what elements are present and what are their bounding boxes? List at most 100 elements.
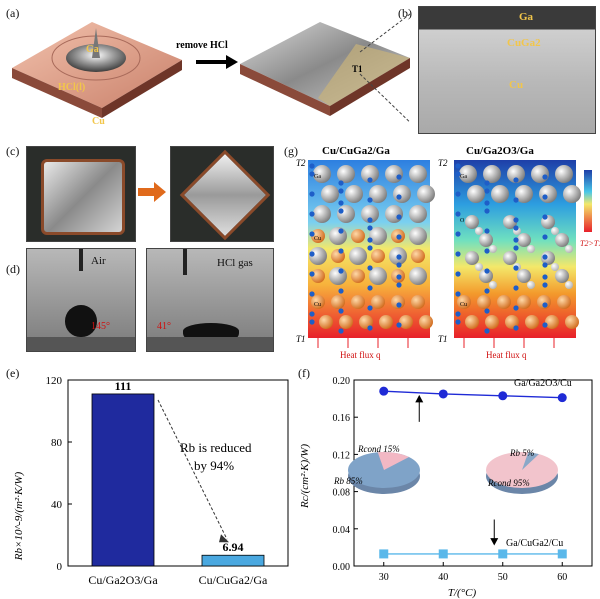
pie-right-rcond: Rcond 95%	[487, 478, 530, 488]
ga-atom	[555, 269, 569, 283]
o-atom	[565, 245, 573, 253]
o-atom	[565, 281, 573, 289]
o-atom	[475, 227, 483, 235]
g-temperature-legend	[584, 170, 592, 232]
label-t1: T1	[352, 64, 363, 74]
ga-atom	[361, 165, 379, 183]
g-left-ga-tag: Ga	[314, 174, 321, 180]
electron-dot	[542, 262, 548, 268]
f-point	[498, 391, 508, 401]
e-ytick-label: 80	[51, 437, 63, 449]
f-ylabel: Rc/(cm²·K)/W)	[299, 444, 311, 509]
f-xtick-label: 60	[557, 572, 567, 583]
cu-atom	[311, 295, 325, 309]
ga-atom	[345, 185, 363, 203]
cu-atom	[351, 229, 365, 243]
electron-dot	[396, 174, 402, 180]
electron-dot	[455, 231, 461, 237]
cu-slab-side-right	[102, 60, 182, 118]
electron-dot	[513, 325, 519, 331]
ga-atom	[479, 269, 493, 283]
cu-atom	[399, 315, 413, 329]
electron-dot	[309, 271, 315, 277]
g-heat-flux-left: Heat flux q	[340, 350, 381, 360]
cu-atom	[477, 295, 491, 309]
electron-dot	[338, 268, 344, 274]
electron-dot	[513, 305, 519, 311]
label-hcl-gas: HCl gas	[217, 257, 253, 269]
electron-dot	[396, 282, 402, 288]
ga-atom	[369, 227, 387, 245]
ga-atom	[409, 165, 427, 183]
cu-atom	[351, 269, 365, 283]
angle-air: 145°	[91, 321, 110, 332]
e-reduction-arrow	[157, 399, 228, 540]
e-ytick-label: 0	[57, 561, 63, 573]
cu-atom	[411, 249, 425, 263]
electron-dot	[542, 194, 548, 200]
electron-dot	[309, 211, 315, 217]
ga-atom	[539, 185, 557, 203]
cu-atom	[311, 269, 325, 283]
f-xtick-label: 30	[379, 572, 389, 583]
cu-atom	[457, 295, 471, 309]
ga-atom	[483, 165, 501, 183]
electron-dot	[338, 248, 344, 254]
orange-arrow	[138, 182, 166, 202]
g-left-atoms: Ga Cu Cu	[309, 163, 435, 334]
electron-dot	[396, 194, 402, 200]
cu-atom	[497, 295, 511, 309]
g-left-cu-tag: Cu	[314, 236, 321, 242]
ga-atom	[491, 185, 509, 203]
ga-atom	[361, 205, 379, 223]
ga-atom	[337, 205, 355, 223]
g-t2-left: T2	[296, 158, 306, 168]
f-ytick-label: 0.16	[333, 413, 351, 424]
electron-dot	[338, 208, 344, 214]
substrate-hcl	[147, 337, 273, 351]
electron-dot	[309, 251, 315, 257]
electron-dot	[367, 265, 373, 271]
ga-atom	[517, 269, 531, 283]
ga-atom	[517, 233, 531, 247]
g-t1-left: T1	[296, 334, 306, 344]
ga-atom	[369, 267, 387, 285]
label-air: Air	[91, 255, 106, 267]
ga-atom	[337, 165, 355, 183]
g-t2-right: T2	[438, 158, 448, 168]
g-right-atoms: Ga O Cu	[455, 163, 581, 334]
electron-dot	[338, 200, 344, 206]
electron-dot	[367, 177, 373, 183]
electron-dot	[542, 322, 548, 328]
label-hcl: HCl(l)	[58, 82, 85, 93]
electron-dot	[367, 217, 373, 223]
electron-dot	[513, 197, 519, 203]
electron-dot	[484, 308, 490, 314]
panel-g-schematic: Cu/CuGa2/Ga Cu/Ga2O3/Ga T2 T2 Ga Cu Cu Ga O…	[296, 145, 600, 360]
photo-before	[26, 146, 136, 242]
electron-dot	[542, 282, 548, 288]
f-series-label-bottom: Ga/CuGa2/Cu	[506, 538, 563, 549]
f-arrow-up-head	[415, 394, 424, 403]
electron-dot	[484, 288, 490, 294]
f-xtick-label: 40	[438, 572, 448, 583]
ga-atom	[503, 251, 517, 265]
electron-dot	[484, 200, 490, 206]
o-atom	[475, 263, 483, 271]
electron-dot	[513, 265, 519, 271]
e-ytick-label: 120	[46, 375, 63, 387]
electron-dot	[338, 288, 344, 294]
photo-after	[170, 146, 274, 242]
o-atom	[551, 227, 559, 235]
electron-dot	[455, 163, 461, 169]
electron-dot	[484, 228, 490, 234]
droplet-hcl-photo: HCl gas 41°	[146, 248, 274, 352]
electron-dot	[367, 197, 373, 203]
angle-hcl: 41°	[157, 321, 171, 332]
ga-film-top	[240, 22, 410, 106]
zoom-line-top	[359, 13, 410, 53]
f-point	[498, 549, 508, 559]
pie-right-rb-slice	[522, 452, 539, 470]
sem-label-ga: Ga	[519, 11, 534, 23]
ga-atom	[385, 165, 403, 183]
